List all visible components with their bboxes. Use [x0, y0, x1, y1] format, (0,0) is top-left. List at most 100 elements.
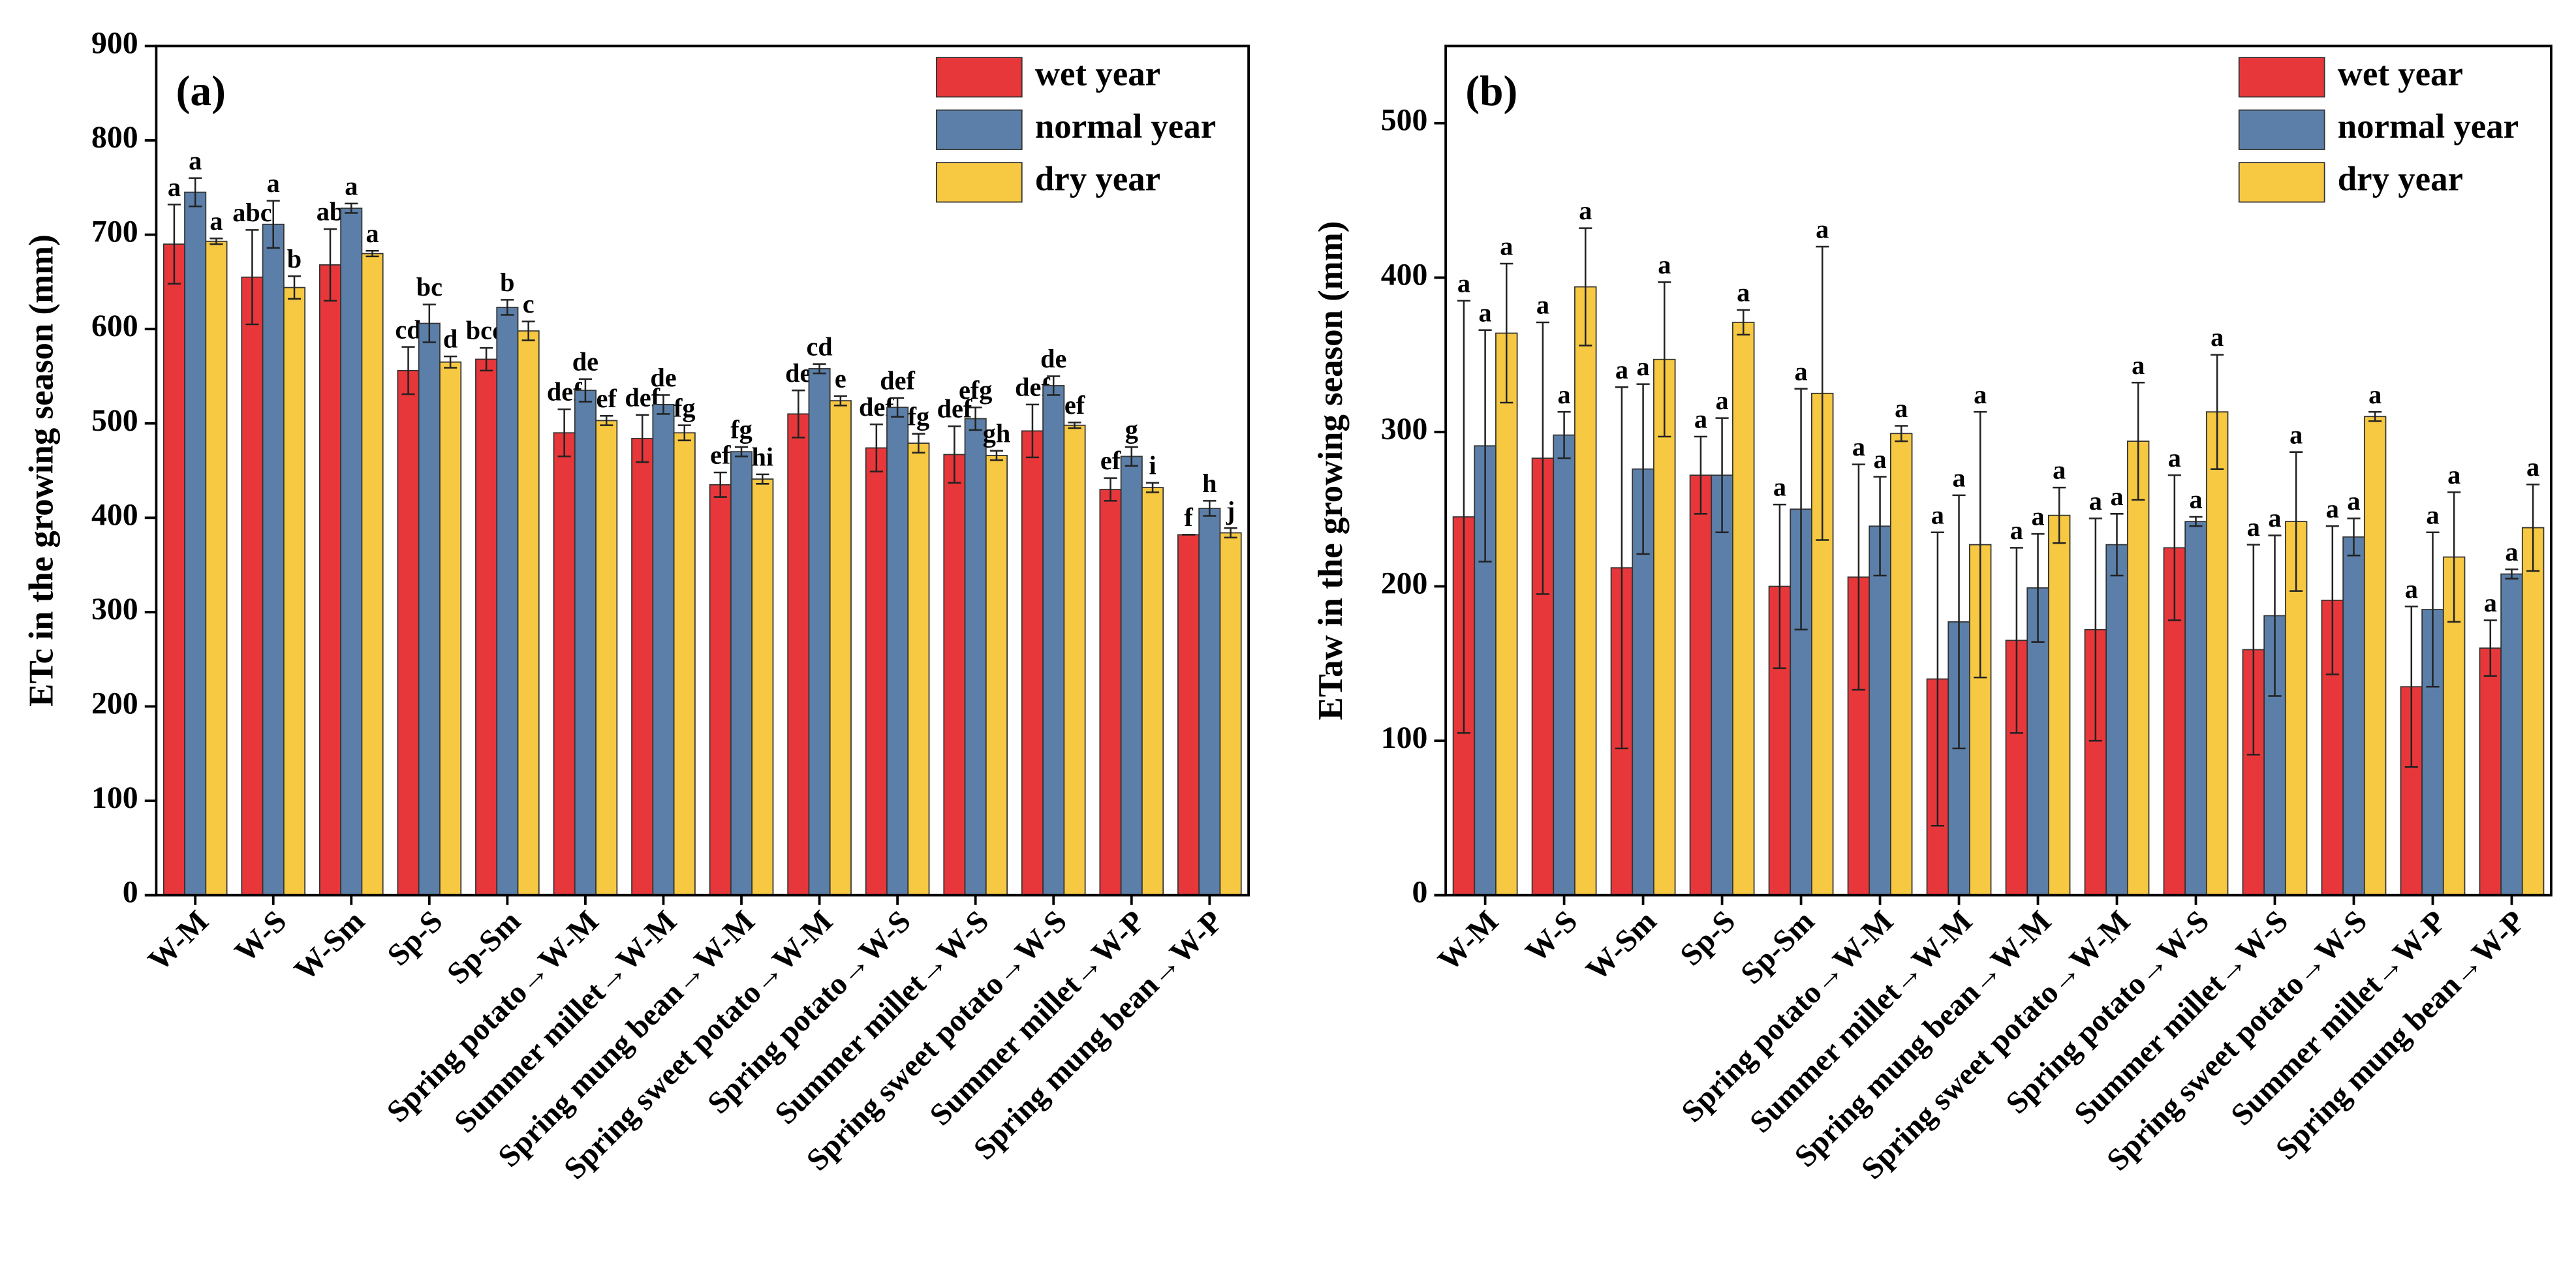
bar — [865, 447, 888, 896]
significance-label: a — [1658, 250, 1671, 279]
error-bar — [1025, 403, 1040, 459]
bar — [1711, 474, 1733, 896]
bar — [1653, 358, 1676, 896]
error-bar — [1794, 388, 1808, 631]
error-bar — [869, 423, 883, 472]
legend-swatch — [2238, 57, 2325, 98]
bar — [2342, 536, 2365, 896]
significance-label: a — [1952, 463, 1965, 493]
error-bar — [2426, 531, 2440, 688]
significance-label: a — [2110, 482, 2123, 511]
significance-label: a — [1737, 278, 1750, 307]
y-tick-label: 100 — [1381, 720, 1428, 755]
bar — [262, 223, 285, 896]
significance-label: a — [2189, 485, 2202, 514]
error-bar — [636, 414, 649, 463]
error-bar — [1873, 476, 1887, 577]
significance-label: a — [1816, 215, 1829, 244]
significance-label: a — [1558, 380, 1571, 409]
error-bar — [813, 363, 826, 375]
significance-label: cd — [806, 332, 832, 361]
error-bar — [989, 450, 1004, 461]
significance-label: a — [2211, 322, 2224, 352]
error-bar — [245, 229, 259, 326]
error-bar — [2110, 513, 2124, 577]
bar — [2479, 647, 2502, 896]
y-tick-label: 500 — [1381, 103, 1428, 138]
error-bar — [891, 397, 905, 418]
error-bar — [1895, 425, 1908, 442]
error-bar — [167, 204, 181, 285]
significance-label: a — [189, 146, 202, 175]
error-bar — [345, 202, 358, 214]
significance-label: a — [1500, 232, 1513, 261]
significance-label: ef — [597, 384, 617, 413]
significance-label: c — [523, 289, 535, 318]
panel-label: (b) — [1465, 68, 1517, 115]
error-bar — [521, 320, 535, 341]
significance-label: a — [2132, 350, 2145, 380]
significance-label: h — [1202, 469, 1217, 498]
error-bar — [2483, 619, 2497, 677]
legend-label: normal year — [1035, 108, 1216, 146]
significance-label: a — [1795, 356, 1808, 386]
legend-swatch — [936, 162, 1023, 203]
significance-label: a — [1579, 196, 1592, 225]
error-bar — [2368, 410, 2382, 422]
significance-label: a — [2053, 456, 2066, 485]
y-tick-label: 800 — [91, 120, 138, 155]
legend-label: dry year — [2338, 160, 2463, 198]
error-bar — [2289, 451, 2303, 592]
significance-label: de — [572, 347, 598, 376]
bar — [1553, 434, 1575, 896]
bar — [517, 330, 540, 896]
error-bar — [1478, 329, 1492, 563]
error-bar — [734, 446, 749, 457]
significance-label: f — [1184, 503, 1193, 532]
significance-label: a — [2426, 500, 2439, 529]
bar — [475, 358, 498, 896]
y-tick-label: 300 — [91, 592, 138, 626]
significance-label: a — [1479, 298, 1492, 327]
bar — [1890, 433, 1913, 896]
x-tick-label: Sp-S — [1673, 904, 1742, 972]
error-bar — [266, 200, 280, 249]
x-tick-label: W-M — [142, 904, 215, 978]
error-bar — [713, 471, 727, 498]
y-tick-label: 300 — [1381, 412, 1428, 446]
bar — [1099, 489, 1122, 896]
significance-label: a — [2031, 502, 2044, 531]
significance-label: efg — [959, 375, 992, 405]
legend-swatch — [936, 57, 1023, 98]
significance-label: hi — [752, 442, 774, 471]
bar — [205, 240, 228, 896]
significance-label: gh — [983, 418, 1011, 448]
bar — [418, 322, 441, 896]
error-bar — [1952, 494, 1966, 750]
error-bar — [1715, 417, 1729, 533]
bar — [283, 286, 306, 896]
significance-label: i — [1149, 450, 1156, 480]
y-axis-title: ETc in the growing season (mm) — [22, 234, 60, 707]
panel-label: (a) — [176, 68, 226, 115]
error-bar — [365, 249, 379, 258]
significance-label: a — [2089, 486, 2102, 516]
significance-label: a — [2247, 512, 2260, 542]
error-bar — [792, 389, 805, 439]
legend-swatch — [2238, 162, 2325, 203]
error-bar — [1694, 435, 1707, 515]
error-bar — [2010, 547, 2023, 734]
error-bar — [2268, 534, 2282, 697]
significance-label: a — [1931, 500, 1944, 529]
error-bar — [2211, 354, 2224, 470]
x-tick-label: W-S — [228, 904, 293, 969]
significance-label: def — [880, 365, 915, 395]
bar — [631, 438, 654, 896]
error-bar — [1536, 321, 1549, 595]
error-bar — [2505, 568, 2519, 580]
significance-label: a — [2010, 516, 2023, 545]
error-bar — [2347, 518, 2361, 557]
bar — [553, 432, 576, 896]
error-bar — [557, 408, 571, 457]
error-bar — [2132, 381, 2145, 501]
